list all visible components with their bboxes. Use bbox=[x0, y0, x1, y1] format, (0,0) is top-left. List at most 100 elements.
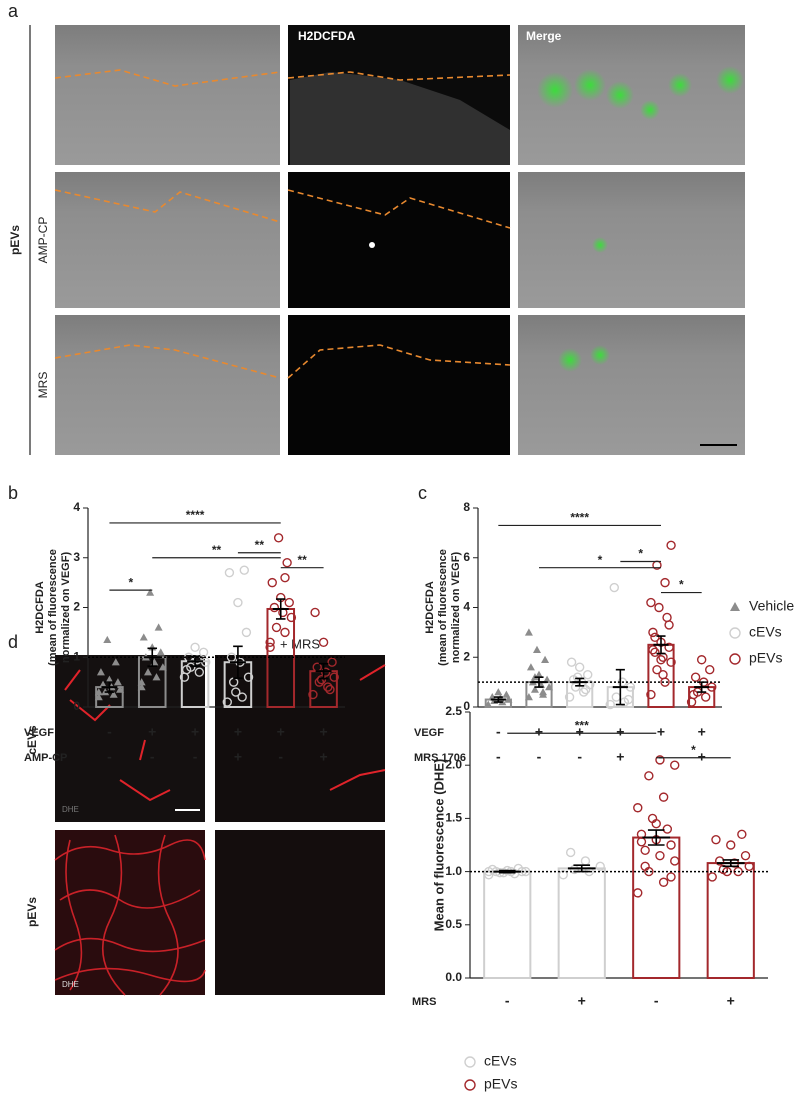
significance-label: * bbox=[128, 575, 133, 589]
data-point bbox=[726, 840, 736, 850]
y-axis-label: H2DCFDA bbox=[424, 581, 436, 634]
data-point bbox=[660, 577, 670, 588]
error-bar bbox=[190, 655, 200, 668]
y-tick-label: 0 bbox=[73, 699, 80, 713]
data-point bbox=[241, 627, 252, 638]
data-point bbox=[651, 819, 661, 829]
data-point bbox=[696, 655, 707, 665]
data-point bbox=[267, 577, 277, 588]
data-point bbox=[231, 687, 241, 697]
data-point bbox=[690, 672, 701, 682]
condition-sign: - bbox=[537, 749, 542, 765]
condition-sign: + bbox=[234, 749, 242, 765]
data-point bbox=[484, 700, 493, 708]
data-point bbox=[271, 622, 282, 633]
data-point bbox=[156, 648, 165, 656]
condition-sign: - bbox=[654, 993, 659, 1009]
data-point bbox=[737, 829, 747, 840]
condition-sign: + bbox=[698, 724, 706, 740]
condition-label: VEGF bbox=[24, 727, 54, 739]
condition-label: MRS 1706 bbox=[414, 752, 466, 764]
data-point bbox=[137, 678, 146, 686]
y-tick-label: 1.5 bbox=[445, 811, 462, 825]
row-label: pEVs bbox=[25, 897, 39, 927]
data-point bbox=[655, 850, 665, 861]
data-point bbox=[154, 623, 163, 631]
legend-label: pEVs bbox=[484, 1076, 517, 1092]
error-bar bbox=[722, 859, 740, 868]
data-point bbox=[655, 755, 665, 765]
legend-marker bbox=[730, 602, 740, 611]
y-tick-label: 2.5 bbox=[445, 704, 462, 718]
data-point bbox=[265, 637, 275, 648]
data-point bbox=[198, 647, 209, 657]
data-point bbox=[111, 658, 120, 666]
condition-sign: + bbox=[234, 724, 242, 740]
data-point bbox=[222, 697, 232, 707]
data-point bbox=[666, 840, 676, 850]
data-point bbox=[658, 877, 669, 887]
data-point bbox=[583, 669, 593, 680]
significance-label: * bbox=[691, 743, 696, 757]
data-point bbox=[581, 684, 591, 695]
data-point bbox=[705, 664, 715, 675]
condition-sign: + bbox=[616, 724, 624, 740]
panel-label: a bbox=[8, 1, 19, 21]
y-tick-label: 0.5 bbox=[445, 917, 462, 931]
data-point bbox=[670, 856, 680, 866]
data-point bbox=[640, 845, 650, 856]
data-point bbox=[284, 597, 294, 608]
data-point bbox=[711, 834, 721, 845]
data-point bbox=[666, 872, 676, 882]
y-tick-label: 0 bbox=[463, 699, 470, 713]
data-point bbox=[308, 689, 318, 700]
condition-sign: - bbox=[107, 749, 112, 765]
y-tick-label: 8 bbox=[463, 500, 470, 514]
data-point bbox=[144, 668, 153, 676]
data-point bbox=[265, 642, 275, 652]
panel-label: c bbox=[418, 483, 427, 503]
y-tick-label: 1.0 bbox=[445, 864, 462, 878]
legend-marker bbox=[464, 1056, 476, 1068]
significance-label: ** bbox=[212, 543, 222, 557]
data-point bbox=[282, 558, 292, 568]
data-point bbox=[666, 540, 676, 551]
condition-sign: - bbox=[278, 749, 283, 765]
data-point bbox=[558, 870, 568, 880]
data-point bbox=[237, 692, 247, 702]
error-bar bbox=[615, 668, 625, 706]
data-point bbox=[318, 637, 329, 648]
data-point bbox=[744, 861, 754, 871]
data-point bbox=[579, 687, 589, 697]
condition-sign: - bbox=[496, 724, 501, 740]
group-label: pEVs bbox=[8, 225, 22, 255]
data-point bbox=[116, 685, 125, 693]
column-title: + MRS bbox=[280, 636, 320, 651]
data-point bbox=[109, 690, 118, 698]
error-bar bbox=[104, 681, 115, 693]
condition-sign: + bbox=[727, 993, 735, 1009]
y-tick-label: 2 bbox=[463, 649, 470, 663]
data-point bbox=[325, 684, 335, 695]
error-bar bbox=[656, 635, 666, 655]
data-point bbox=[658, 792, 669, 802]
data-point bbox=[273, 533, 284, 543]
condition-sign: + bbox=[616, 749, 624, 765]
significance-label: * bbox=[679, 578, 684, 592]
data-point bbox=[650, 647, 660, 657]
data-point bbox=[105, 675, 114, 683]
fluorescence-images bbox=[54, 655, 386, 996]
error-bar bbox=[647, 829, 665, 846]
condition-sign: - bbox=[107, 724, 112, 740]
y-tick-label: 4 bbox=[463, 600, 470, 614]
data-point bbox=[96, 668, 105, 676]
data-point bbox=[504, 695, 513, 703]
bar bbox=[483, 870, 532, 979]
y-tick-label: 0.0 bbox=[445, 970, 462, 984]
data-point bbox=[94, 688, 103, 696]
condition-sign: + bbox=[578, 993, 586, 1009]
data-point bbox=[566, 657, 577, 667]
error-bar bbox=[233, 645, 243, 679]
data-point bbox=[524, 628, 533, 636]
